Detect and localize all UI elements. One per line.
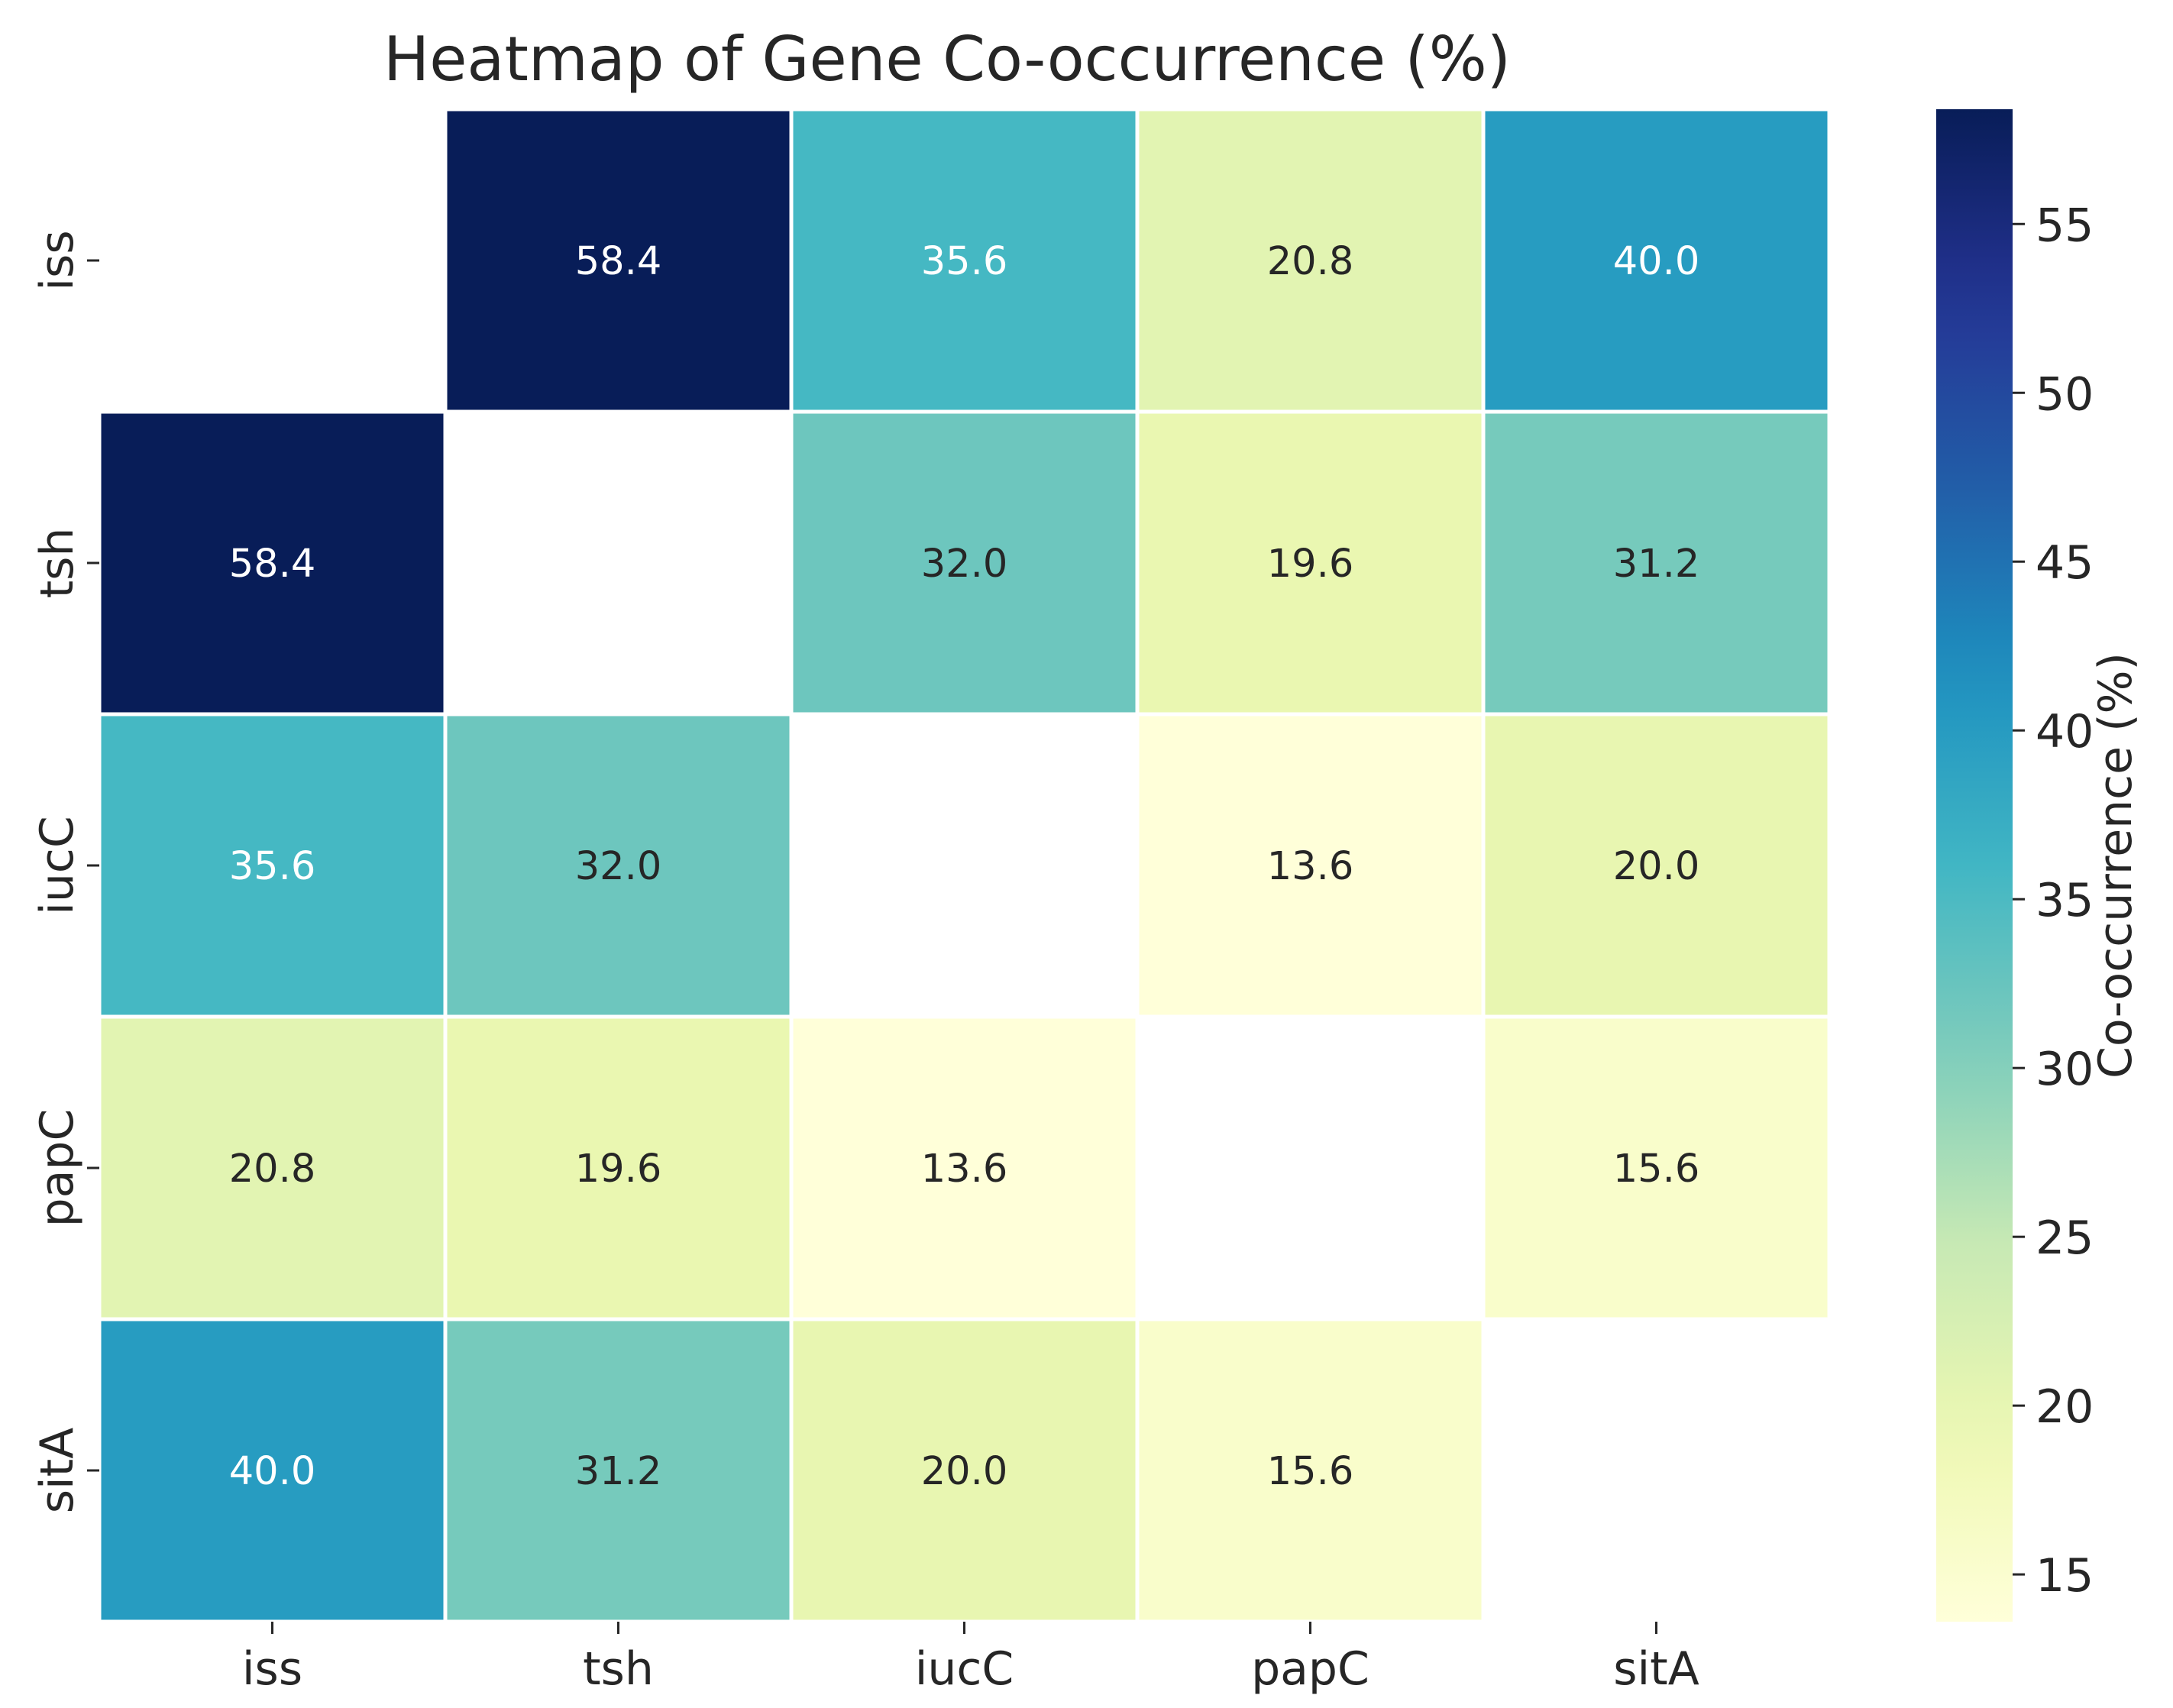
cell-value-label: 35.6 — [229, 844, 316, 889]
heatmap-cell-tsh-sitA — [1481, 409, 1832, 717]
y-tick-label: iucC — [31, 816, 84, 915]
heatmap-cell-sitA-iucC — [789, 1317, 1140, 1624]
y-tick-label: papC — [31, 1109, 84, 1228]
heatmap-cell-papC-iucC — [789, 1014, 1140, 1321]
colorbar-tick-label: 35 — [2036, 874, 2094, 927]
x-axis: iss tsh iucC papC sitA — [242, 1622, 1699, 1696]
heatmap-cell-tsh-iss — [97, 409, 448, 717]
y-tick-label: tsh — [31, 528, 84, 599]
colorbar-tick-label: 20 — [2036, 1380, 2094, 1434]
x-tick-label: iucC — [915, 1642, 1014, 1696]
cell-value-label: 13.6 — [1267, 844, 1354, 889]
colorbar-tick-label: 25 — [2036, 1211, 2094, 1265]
cell-value-label: 40.0 — [229, 1449, 316, 1494]
y-tick-label: sitA — [31, 1428, 84, 1514]
heatmap-cell-sitA-papC — [1135, 1317, 1486, 1624]
y-axis: iss tsh iucC papC sitA — [31, 230, 99, 1513]
heatmap-cells — [97, 107, 1832, 1624]
cell-value-label: 15.6 — [1267, 1449, 1354, 1494]
heatmap-cell-iss-sitA — [1481, 107, 1832, 414]
cell-value-label: 19.6 — [1267, 542, 1354, 587]
heatmap-cell-sitA-iss — [97, 1317, 448, 1624]
cell-value-label: 31.2 — [1613, 542, 1700, 587]
cell-value-label: 58.4 — [229, 542, 316, 587]
x-tick-label: papC — [1251, 1642, 1369, 1696]
heatmap-cell-sitA-tsh — [443, 1317, 794, 1624]
colorbar-label: Co-occurrence (%) — [2089, 652, 2142, 1079]
colorbar — [1936, 109, 2013, 1622]
cell-value-label: 19.6 — [575, 1147, 662, 1192]
cell-value-label: 40.0 — [1613, 239, 1700, 284]
colorbar-tick-label: 50 — [2036, 367, 2094, 421]
cell-value-label: 20.8 — [229, 1147, 316, 1192]
cell-value-label: 20.0 — [1613, 844, 1700, 889]
heatmap-cell-iss-iucC — [789, 107, 1140, 414]
chart-title: Heatmap of Gene Co-occurrence (%) — [383, 24, 1511, 95]
cell-value-label: 35.6 — [921, 239, 1008, 284]
heatmap-cell-iucC-tsh — [443, 712, 794, 1019]
cell-value-label: 20.0 — [921, 1449, 1008, 1494]
cell-value-label: 58.4 — [575, 239, 662, 284]
heatmap-cell-papC-tsh — [443, 1014, 794, 1321]
colorbar-tick-label: 45 — [2036, 536, 2094, 590]
heatmap-cell-iucC-sitA — [1481, 712, 1832, 1019]
x-tick-label: sitA — [1613, 1642, 1699, 1696]
colorbar-ticks: 15 20 25 30 35 40 45 50 55 — [2013, 199, 2094, 1603]
colorbar-tick-label: 30 — [2036, 1043, 2094, 1096]
heatmap-cell-iss-papC — [1135, 107, 1486, 414]
heatmap-cell-papC-sitA — [1481, 1014, 1832, 1321]
colorbar-tick-label: 55 — [2036, 199, 2094, 252]
cell-value-label: 32.0 — [921, 542, 1008, 587]
heatmap-cell-iss-tsh — [443, 107, 794, 414]
x-tick-label: tsh — [583, 1642, 654, 1696]
y-tick-label: iss — [31, 230, 84, 290]
cell-value-label: 13.6 — [921, 1147, 1008, 1192]
cell-value-label: 32.0 — [575, 844, 662, 889]
cell-value-label: 20.8 — [1267, 239, 1354, 284]
colorbar-tick-label: 40 — [2036, 705, 2094, 759]
x-tick-label: iss — [242, 1642, 302, 1696]
colorbar-tick-label: 15 — [2036, 1549, 2094, 1603]
heatmap-cell-tsh-iucC — [789, 409, 1140, 717]
cell-value-label: 31.2 — [575, 1449, 662, 1494]
heatmap-cell-papC-iss — [97, 1014, 448, 1321]
heatmap-cell-labels: 58.4 35.6 20.8 40.0 58.4 32.0 19.6 31.2 35.6 32.0… — [229, 239, 1700, 1494]
cell-value-label: 15.6 — [1613, 1147, 1700, 1192]
